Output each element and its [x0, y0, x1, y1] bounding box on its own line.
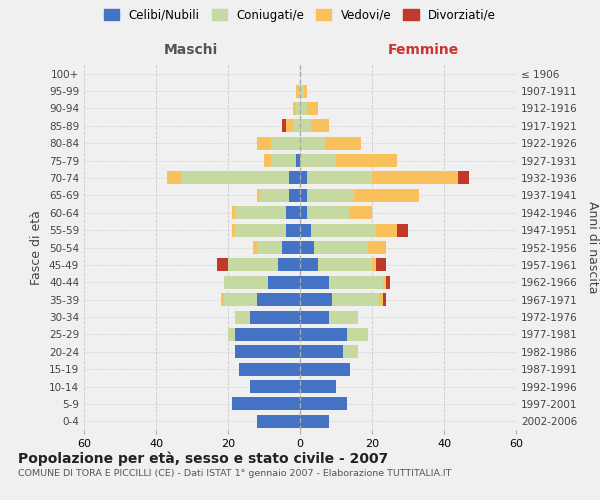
Bar	[304, 84, 307, 98]
Y-axis label: Anni di nascita: Anni di nascita	[586, 201, 599, 294]
Bar	[325, 136, 361, 149]
Bar	[257, 136, 271, 149]
Bar	[250, 310, 300, 324]
Bar	[268, 276, 300, 289]
Bar	[332, 293, 379, 306]
Bar	[235, 310, 250, 324]
Bar	[257, 189, 260, 202]
Bar	[286, 120, 293, 132]
Bar	[278, 258, 300, 272]
Bar	[300, 206, 307, 220]
Bar	[232, 224, 235, 236]
Bar	[232, 206, 235, 220]
Bar	[235, 206, 286, 220]
Bar	[329, 310, 358, 324]
Bar	[379, 293, 383, 306]
Bar	[257, 241, 282, 254]
Bar	[300, 189, 307, 202]
Bar	[300, 154, 336, 167]
Bar	[221, 293, 224, 306]
Bar	[383, 276, 386, 289]
Bar	[300, 293, 332, 306]
Bar	[311, 224, 376, 236]
Bar	[293, 120, 300, 132]
Bar	[314, 241, 368, 254]
Bar	[253, 241, 257, 254]
Bar	[228, 258, 278, 272]
Bar	[232, 398, 300, 410]
Bar	[300, 276, 329, 289]
Bar	[376, 224, 397, 236]
Y-axis label: Fasce di età: Fasce di età	[31, 210, 43, 285]
Text: Femmine: Femmine	[388, 44, 460, 58]
Bar	[282, 241, 300, 254]
Bar	[289, 189, 300, 202]
Bar	[181, 172, 289, 184]
Bar	[372, 258, 376, 272]
Bar	[235, 224, 286, 236]
Bar	[368, 241, 386, 254]
Bar	[354, 189, 419, 202]
Bar	[224, 276, 268, 289]
Bar	[300, 258, 318, 272]
Bar	[228, 328, 235, 341]
Bar	[343, 346, 358, 358]
Text: COMUNE DI TORA E PICCILLI (CE) - Dati ISTAT 1° gennaio 2007 - Elaborazione TUTTI: COMUNE DI TORA E PICCILLI (CE) - Dati IS…	[18, 469, 451, 478]
Bar	[257, 293, 300, 306]
Bar	[300, 241, 314, 254]
Bar	[300, 346, 343, 358]
Bar	[300, 136, 325, 149]
Bar	[307, 189, 354, 202]
Bar	[300, 310, 329, 324]
Bar	[311, 120, 329, 132]
Bar	[386, 276, 390, 289]
Bar	[293, 102, 296, 115]
Bar	[300, 84, 304, 98]
Bar	[347, 328, 368, 341]
Bar	[235, 328, 300, 341]
Bar	[458, 172, 469, 184]
Bar	[300, 120, 311, 132]
Bar	[307, 206, 350, 220]
Bar	[217, 258, 228, 272]
Bar	[307, 102, 318, 115]
Bar	[300, 380, 336, 393]
Bar	[300, 398, 347, 410]
Bar	[300, 172, 307, 184]
Bar	[271, 136, 300, 149]
Bar	[307, 172, 372, 184]
Bar	[300, 328, 347, 341]
Bar	[300, 102, 307, 115]
Bar	[282, 120, 286, 132]
Bar	[264, 154, 271, 167]
Bar	[383, 293, 386, 306]
Bar	[350, 206, 372, 220]
Bar	[296, 84, 300, 98]
Bar	[300, 224, 311, 236]
Bar	[235, 346, 300, 358]
Bar	[318, 258, 372, 272]
Bar	[329, 276, 383, 289]
Bar	[372, 172, 458, 184]
Bar	[397, 224, 408, 236]
Bar	[296, 154, 300, 167]
Bar	[257, 415, 300, 428]
Bar	[271, 154, 296, 167]
Legend: Celibi/Nubili, Coniugati/e, Vedovi/e, Divorziati/e: Celibi/Nubili, Coniugati/e, Vedovi/e, Di…	[100, 5, 500, 25]
Bar	[289, 172, 300, 184]
Text: Maschi: Maschi	[164, 44, 218, 58]
Text: Popolazione per età, sesso e stato civile - 2007: Popolazione per età, sesso e stato civil…	[18, 451, 388, 466]
Bar	[376, 258, 386, 272]
Bar	[300, 415, 329, 428]
Bar	[260, 189, 289, 202]
Bar	[296, 102, 300, 115]
Bar	[167, 172, 181, 184]
Bar	[336, 154, 397, 167]
Bar	[224, 293, 257, 306]
Bar	[300, 362, 350, 376]
Bar	[250, 380, 300, 393]
Bar	[239, 362, 300, 376]
Bar	[286, 206, 300, 220]
Bar	[286, 224, 300, 236]
